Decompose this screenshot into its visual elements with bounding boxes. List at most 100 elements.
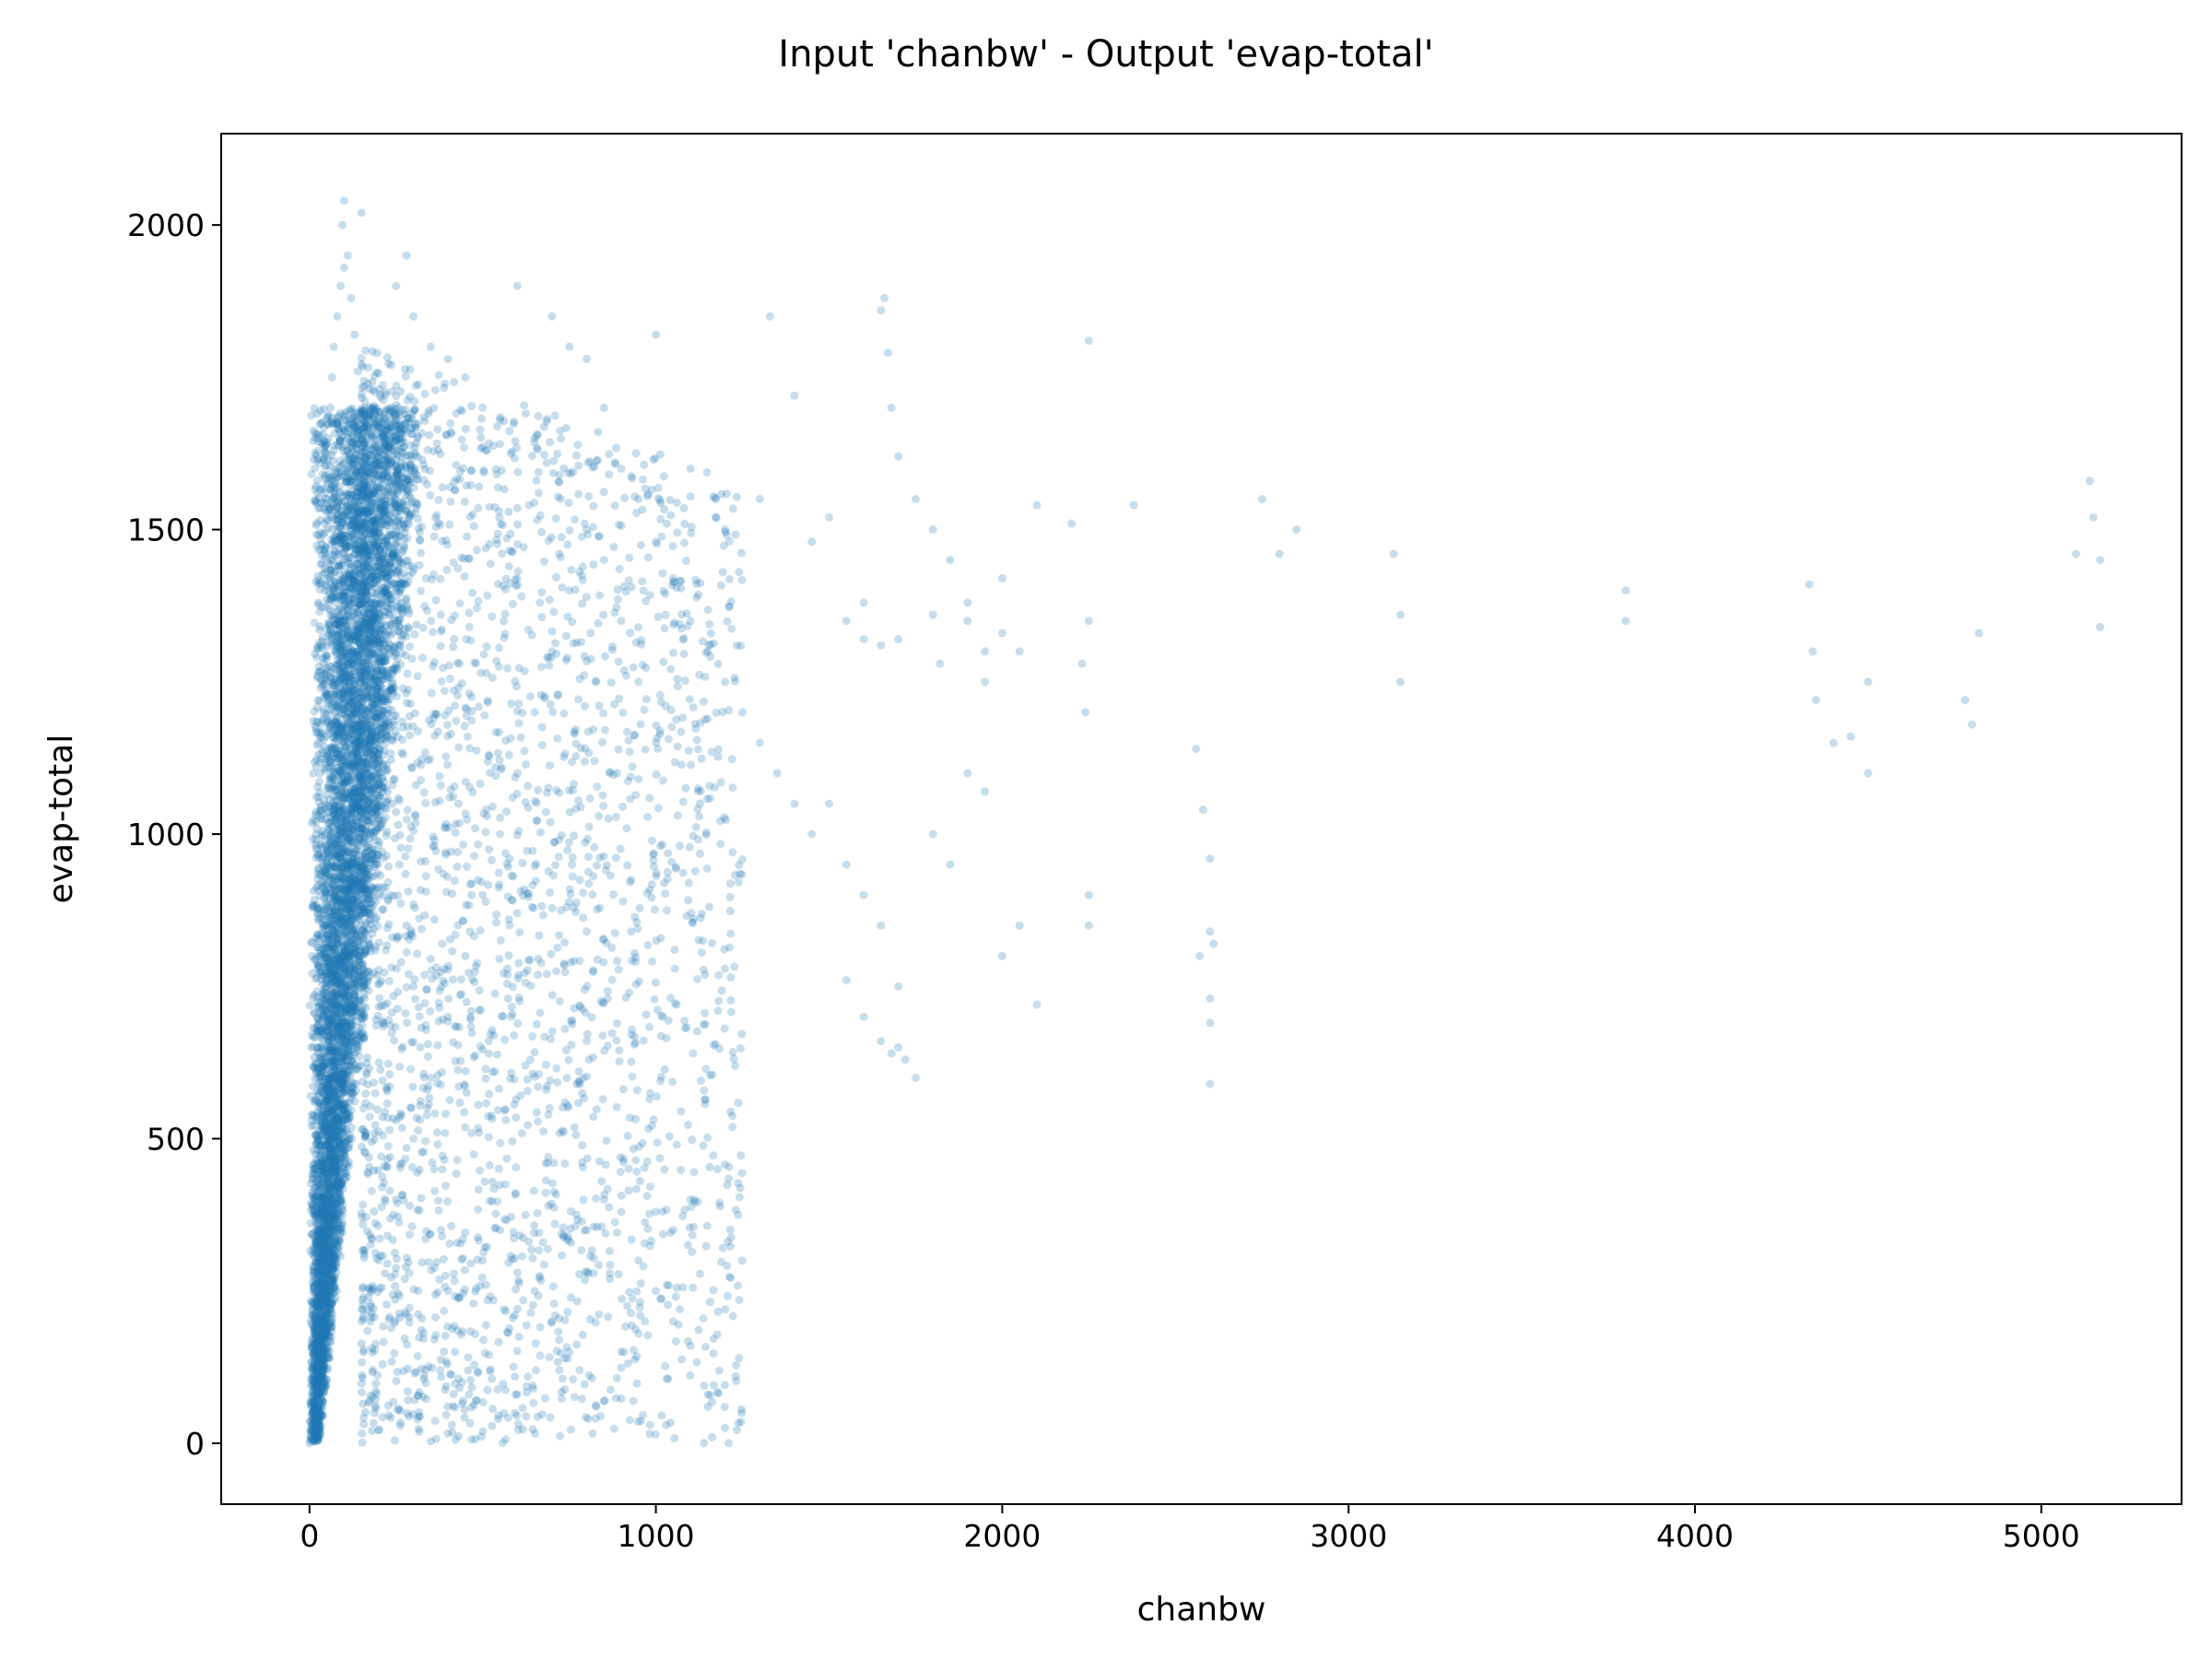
data-point xyxy=(369,829,378,838)
data-point xyxy=(315,1077,324,1087)
data-point xyxy=(335,831,344,841)
data-point xyxy=(373,457,382,466)
data-point xyxy=(354,506,363,514)
data-point xyxy=(327,977,336,986)
data-point xyxy=(312,835,321,844)
data-point xyxy=(313,433,323,442)
data-point xyxy=(363,782,372,791)
data-point xyxy=(355,421,364,430)
data-point xyxy=(315,1150,324,1159)
data-point xyxy=(334,1116,343,1125)
data-point xyxy=(372,913,382,923)
data-point xyxy=(335,1076,344,1085)
data-point xyxy=(362,621,371,630)
data-point xyxy=(341,743,350,752)
data-point xyxy=(371,515,381,524)
data-point xyxy=(314,438,324,447)
data-point xyxy=(324,1143,334,1152)
data-point xyxy=(340,1029,349,1038)
data-point xyxy=(362,552,371,561)
data-point xyxy=(371,659,381,667)
data-point xyxy=(369,795,378,805)
data-point xyxy=(389,418,397,428)
data-point xyxy=(351,861,360,870)
data-point xyxy=(335,807,344,817)
data-point xyxy=(325,1140,335,1148)
data-point xyxy=(368,573,377,582)
data-point xyxy=(347,961,357,971)
data-point xyxy=(418,429,427,438)
data-point xyxy=(335,1022,344,1031)
data-point xyxy=(328,1067,336,1076)
data-point xyxy=(345,1135,354,1144)
data-point xyxy=(335,1020,345,1030)
data-point xyxy=(334,1245,343,1254)
data-point xyxy=(328,926,337,935)
data-point xyxy=(339,952,348,961)
data-point xyxy=(312,1295,322,1304)
data-point xyxy=(324,853,333,862)
data-point xyxy=(342,832,351,841)
data-point xyxy=(337,1143,347,1152)
data-point xyxy=(332,1178,341,1186)
data-point xyxy=(358,625,367,633)
data-point xyxy=(340,1148,349,1158)
data-point xyxy=(318,1277,327,1287)
data-point xyxy=(355,805,364,814)
data-point xyxy=(337,877,347,887)
data-point xyxy=(400,409,409,418)
data-point xyxy=(348,945,358,954)
data-point xyxy=(396,503,405,512)
data-point xyxy=(323,953,332,961)
data-point xyxy=(339,578,348,587)
data-point xyxy=(324,824,333,833)
data-point xyxy=(378,602,387,611)
data-point xyxy=(346,573,355,582)
data-point xyxy=(318,1238,327,1247)
data-point xyxy=(327,1121,335,1130)
data-point xyxy=(313,1341,323,1350)
data-point xyxy=(364,810,373,819)
data-point xyxy=(380,666,389,676)
data-point xyxy=(313,1090,323,1100)
data-point xyxy=(322,1118,331,1127)
data-point xyxy=(312,740,322,749)
data-point xyxy=(328,1050,337,1059)
data-point xyxy=(369,431,378,441)
data-point xyxy=(329,550,338,559)
data-point xyxy=(372,504,382,513)
data-point xyxy=(327,1074,336,1083)
data-point xyxy=(344,947,353,956)
data-point xyxy=(340,1137,349,1147)
data-point xyxy=(338,1145,347,1154)
data-point xyxy=(400,424,409,433)
data-point xyxy=(343,889,352,899)
data-point xyxy=(339,556,347,565)
data-point xyxy=(312,1259,321,1268)
data-point xyxy=(343,1010,352,1019)
data-point xyxy=(322,1326,330,1335)
data-point xyxy=(319,1060,328,1068)
data-point xyxy=(374,824,383,832)
data-point xyxy=(367,541,376,550)
data-point xyxy=(375,545,384,554)
data-point xyxy=(355,637,364,646)
data-point xyxy=(311,1351,320,1360)
data-point xyxy=(319,1226,328,1235)
data-point xyxy=(341,676,350,685)
data-point xyxy=(373,422,382,431)
data-point xyxy=(315,1338,324,1347)
data-point xyxy=(397,500,406,510)
data-point xyxy=(341,914,350,924)
data-point xyxy=(367,550,375,559)
data-point xyxy=(349,803,359,812)
data-point xyxy=(340,791,349,800)
data-point xyxy=(335,643,345,653)
data-point xyxy=(384,567,394,576)
data-point xyxy=(332,521,340,530)
data-point xyxy=(343,606,352,615)
data-point xyxy=(347,506,356,515)
data-point xyxy=(337,1228,347,1237)
data-point xyxy=(314,1289,324,1299)
data-point xyxy=(328,1274,337,1283)
